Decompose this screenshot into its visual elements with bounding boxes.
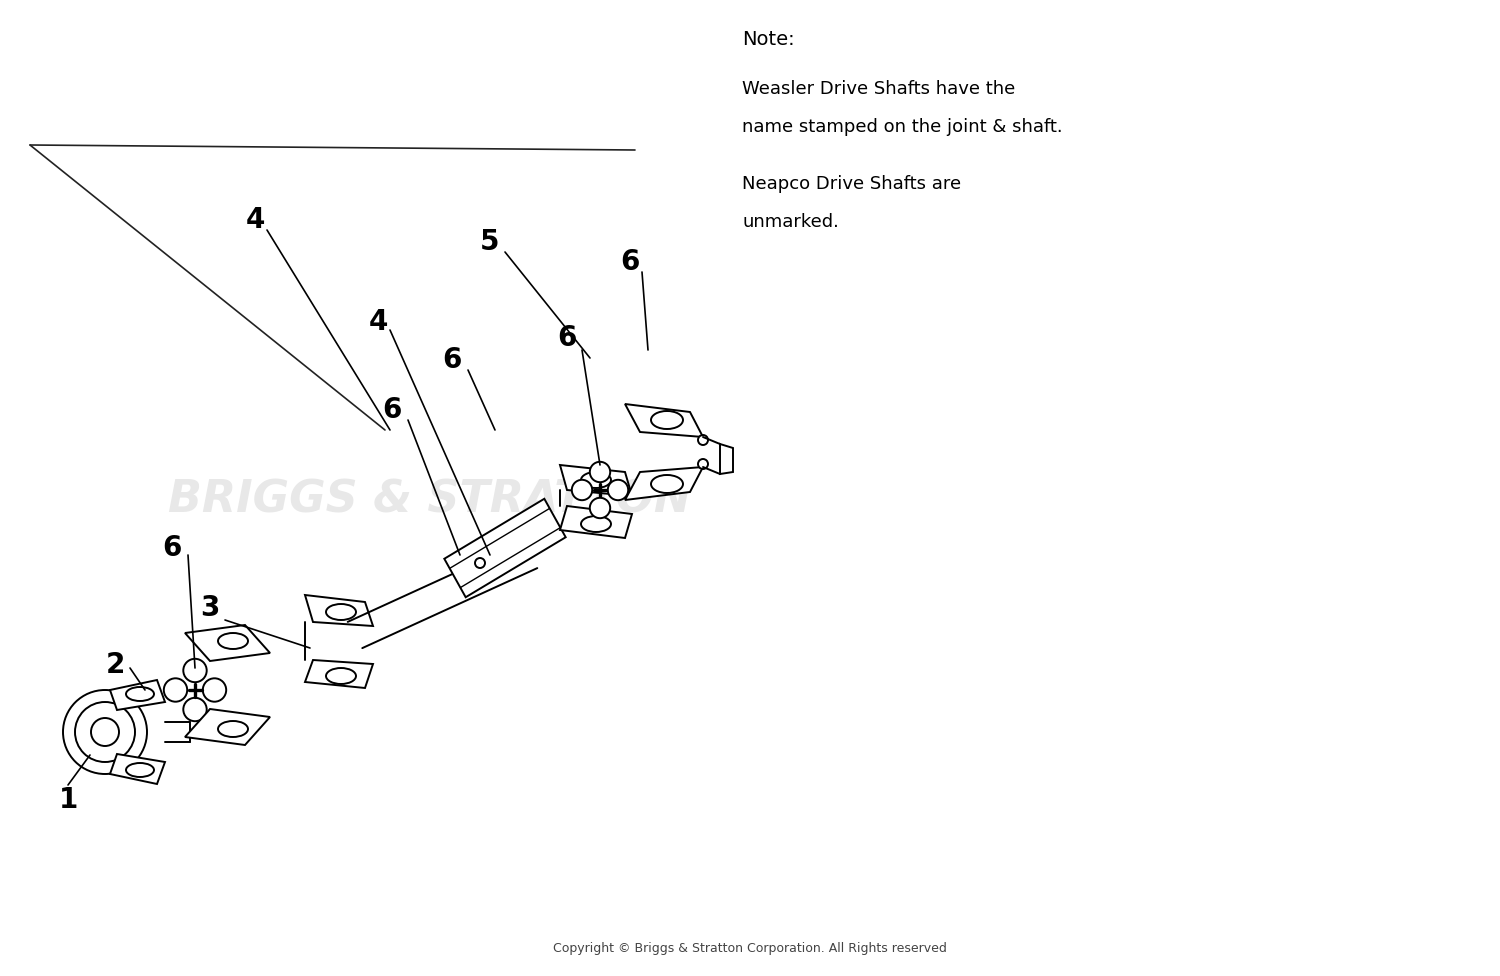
Circle shape — [202, 678, 226, 702]
Circle shape — [92, 718, 118, 746]
Polygon shape — [184, 709, 270, 745]
Text: 4: 4 — [246, 206, 264, 234]
Text: Copyright © Briggs & Stratton Corporation. All Rights reserved: Copyright © Briggs & Stratton Corporatio… — [554, 942, 946, 955]
Ellipse shape — [126, 763, 154, 777]
Text: 3: 3 — [201, 594, 219, 622]
Polygon shape — [560, 465, 632, 496]
Text: Weasler Drive Shafts have the: Weasler Drive Shafts have the — [742, 80, 1016, 98]
Circle shape — [590, 462, 610, 482]
Text: Neapco Drive Shafts are: Neapco Drive Shafts are — [742, 175, 962, 193]
Circle shape — [63, 690, 147, 774]
Polygon shape — [626, 404, 704, 437]
Polygon shape — [626, 467, 704, 500]
Circle shape — [183, 698, 207, 721]
Circle shape — [590, 498, 610, 518]
Ellipse shape — [217, 721, 248, 737]
Ellipse shape — [326, 668, 356, 684]
Ellipse shape — [651, 411, 682, 429]
Text: 4: 4 — [369, 308, 387, 336]
Polygon shape — [304, 660, 374, 688]
Text: unmarked.: unmarked. — [742, 213, 839, 231]
Circle shape — [698, 435, 708, 445]
Text: 1: 1 — [58, 786, 78, 814]
Text: 2: 2 — [105, 651, 125, 679]
Circle shape — [608, 480, 628, 500]
Text: BRIGGS & STRATTON: BRIGGS & STRATTON — [168, 478, 692, 521]
Text: 5: 5 — [480, 228, 500, 256]
Ellipse shape — [580, 472, 610, 488]
Text: 6: 6 — [558, 324, 576, 352]
Text: 6: 6 — [162, 534, 182, 562]
Circle shape — [698, 459, 708, 469]
Text: 6: 6 — [442, 346, 462, 374]
Polygon shape — [444, 499, 566, 597]
Polygon shape — [184, 625, 270, 661]
Ellipse shape — [651, 475, 682, 493]
Text: name stamped on the joint & shaft.: name stamped on the joint & shaft. — [742, 118, 1062, 136]
Text: Note:: Note: — [742, 30, 795, 49]
Circle shape — [183, 659, 207, 682]
Polygon shape — [304, 595, 374, 626]
Circle shape — [75, 702, 135, 762]
Text: 6: 6 — [382, 396, 402, 424]
Ellipse shape — [580, 516, 610, 532]
Circle shape — [164, 678, 188, 702]
Ellipse shape — [217, 633, 248, 649]
Polygon shape — [110, 754, 165, 784]
Ellipse shape — [126, 687, 154, 701]
Polygon shape — [110, 680, 165, 710]
Circle shape — [476, 558, 484, 568]
Ellipse shape — [326, 604, 356, 620]
Polygon shape — [720, 444, 734, 474]
Polygon shape — [560, 506, 632, 538]
Text: 6: 6 — [621, 248, 639, 276]
Circle shape — [572, 480, 592, 500]
